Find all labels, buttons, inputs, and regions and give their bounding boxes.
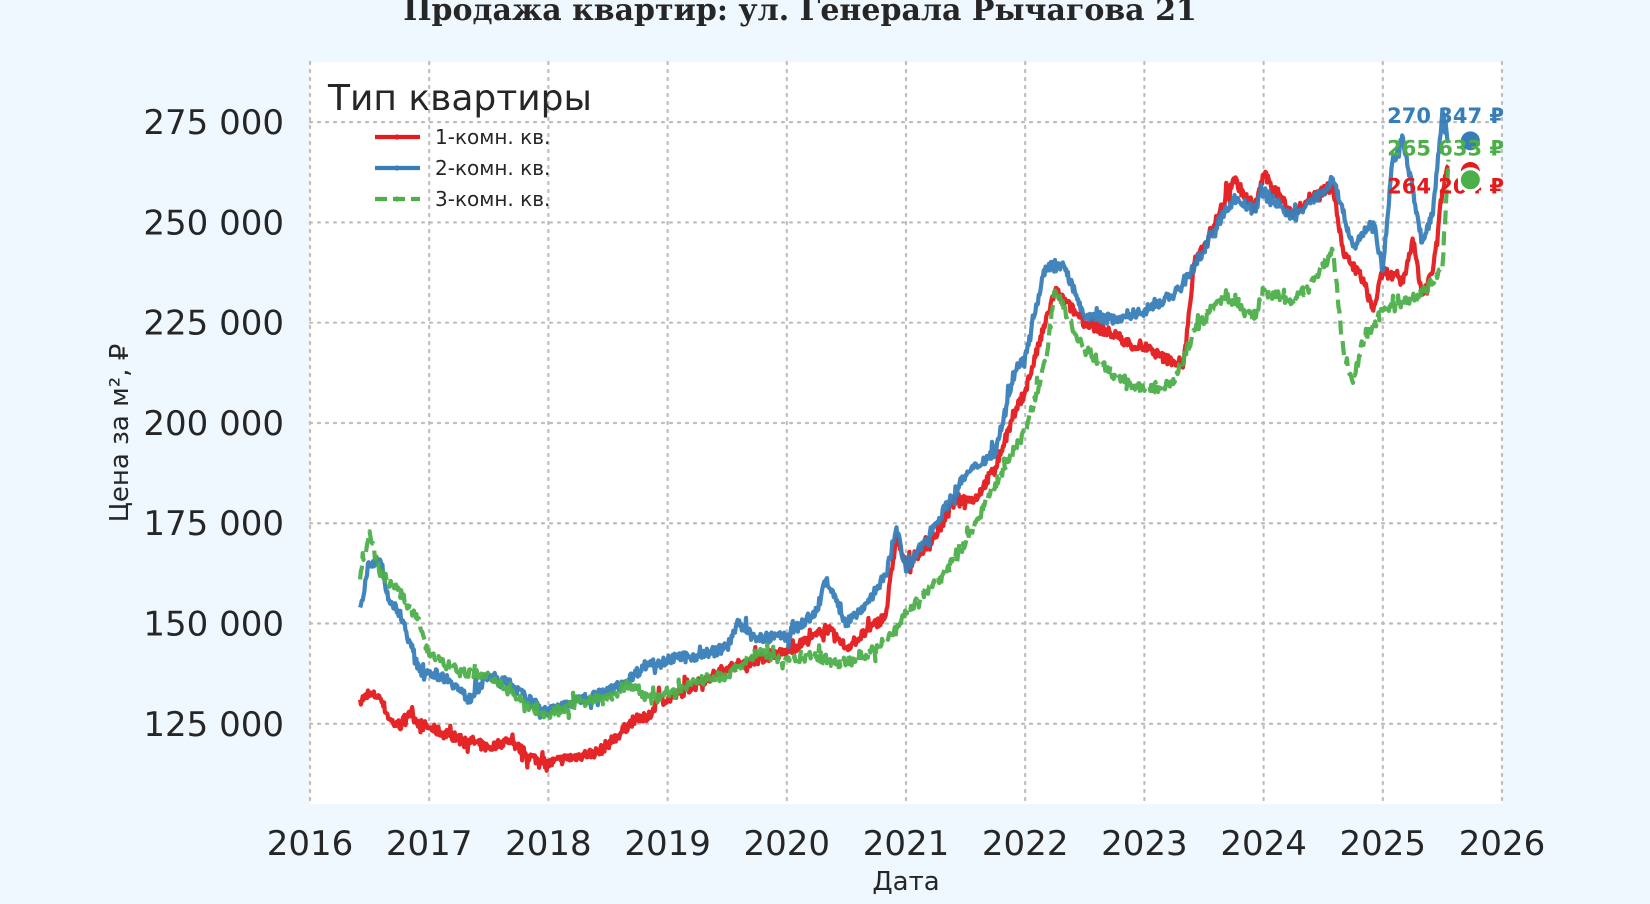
y-tick-label: 175 000 <box>143 504 284 544</box>
end-point <box>1457 128 1483 154</box>
series-line <box>358 108 1450 720</box>
series-line <box>358 159 1451 721</box>
legend-item[interactable]: 1-комн. кв. <box>375 125 550 149</box>
x-tick-labels: 2016 2017 2018 2019 2020 2021 2022 2023 2024 2025… <box>267 824 1546 864</box>
y-tick-label: 275 000 <box>143 103 284 143</box>
x-tick-label: 2024 <box>1220 824 1307 864</box>
x-tick-label: 2016 <box>267 824 354 864</box>
y-gridlines <box>308 121 1504 725</box>
end-point <box>1457 167 1483 193</box>
legend-label: 2-комн. кв. <box>435 156 550 180</box>
end-markers: 264 204 ₽ 270 347 ₽ 265 633 ₽ <box>1387 104 1504 199</box>
y-tick-label: 250 000 <box>143 203 284 243</box>
legend-marker <box>394 196 400 202</box>
legend-marker <box>394 134 400 140</box>
x-tick-label: 2022 <box>982 824 1069 864</box>
y-tick-label: 125 000 <box>143 705 284 745</box>
end-value-label: 270 347 ₽ <box>1387 104 1504 128</box>
y-tick-label: 225 000 <box>143 304 284 344</box>
legend[interactable]: Тип квартиры 1-комн. кв. 2-комн. кв. 3-ком… <box>327 78 592 211</box>
series-lines <box>358 108 1451 773</box>
legend-items: 1-комн. кв. 2-комн. кв. 3-комн. кв. <box>375 125 550 211</box>
x-tick-label: 2025 <box>1340 824 1427 864</box>
x-tick-label: 2021 <box>863 824 950 864</box>
x-tick-label: 2017 <box>386 824 473 864</box>
y-tick-label: 200 000 <box>143 404 284 444</box>
legend-label: 3-комн. кв. <box>435 187 550 211</box>
legend-label: 1-комн. кв. <box>435 125 550 149</box>
x-tick-label: 2020 <box>744 824 831 864</box>
x-gridlines <box>308 60 1504 806</box>
y-tick-labels: 125 000 150 000 175 000 200 000 225 000 250 0… <box>143 103 284 745</box>
x-tick-label: 2023 <box>1101 824 1188 864</box>
x-tick-label: 2018 <box>505 824 592 864</box>
legend-item[interactable]: 2-комн. кв. <box>375 156 550 180</box>
legend-marker <box>394 165 400 171</box>
end-value-label: 265 633 ₽ <box>1387 137 1504 161</box>
x-tick-label: 2026 <box>1459 824 1546 864</box>
legend-item[interactable]: 3-комн. кв. <box>375 187 550 211</box>
x-axis-label: Дата <box>872 867 939 897</box>
legend-title: Тип квартиры <box>327 78 592 119</box>
x-tick-label: 2019 <box>624 824 711 864</box>
end-value-label: 264 204 ₽ <box>1387 174 1504 198</box>
y-axis-label: Цена за м², ₽ <box>105 344 135 523</box>
y-tick-label: 150 000 <box>143 605 284 645</box>
chart-title: Продажа квартир: ул. Генерала Рычагова 2… <box>403 0 1197 28</box>
